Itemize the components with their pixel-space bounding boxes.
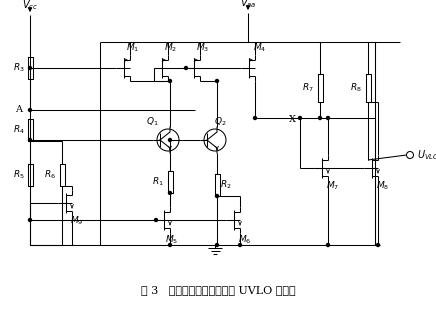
- Text: $R_3$: $R_3$: [13, 62, 25, 74]
- Circle shape: [327, 243, 330, 247]
- Circle shape: [327, 117, 330, 120]
- Text: $R_4$: $R_4$: [13, 124, 25, 136]
- Text: $R_7$: $R_7$: [302, 82, 314, 94]
- Circle shape: [28, 218, 31, 222]
- Circle shape: [299, 117, 302, 120]
- Text: A: A: [15, 106, 22, 114]
- Circle shape: [168, 139, 171, 141]
- Text: $M_8$: $M_8$: [376, 180, 390, 192]
- Circle shape: [154, 218, 157, 222]
- Text: $R_2$: $R_2$: [220, 179, 232, 191]
- Text: 图 3   应用带隙基准比较器的 UVLO 电路图: 图 3 应用带隙基准比较器的 UVLO 电路图: [141, 285, 295, 295]
- Text: $M_3$: $M_3$: [196, 42, 210, 54]
- Circle shape: [184, 67, 187, 69]
- Text: $R_5$: $R_5$: [13, 169, 25, 181]
- Text: $M_6$: $M_6$: [238, 234, 252, 246]
- Circle shape: [253, 117, 256, 120]
- Text: $V_{aa}$: $V_{aa}$: [240, 0, 256, 10]
- Text: $M_5$: $M_5$: [165, 234, 179, 246]
- Circle shape: [28, 67, 31, 69]
- Text: $R_6$: $R_6$: [44, 169, 56, 181]
- Text: $M_4$: $M_4$: [253, 42, 267, 54]
- Circle shape: [238, 243, 242, 247]
- Text: $R_8$: $R_8$: [350, 82, 362, 94]
- Circle shape: [168, 243, 171, 247]
- Circle shape: [168, 80, 171, 82]
- Text: $V_{cc}$: $V_{cc}$: [22, 0, 38, 12]
- Text: $M_7$: $M_7$: [327, 180, 340, 192]
- Circle shape: [215, 243, 218, 247]
- Circle shape: [319, 117, 321, 120]
- Circle shape: [28, 139, 31, 141]
- Circle shape: [215, 80, 218, 82]
- Text: X: X: [289, 115, 296, 125]
- Text: $U_{VLO}$: $U_{VLO}$: [417, 148, 436, 162]
- Text: $M_9$: $M_9$: [70, 215, 84, 227]
- Text: $R_1$: $R_1$: [152, 176, 164, 188]
- Circle shape: [377, 243, 379, 247]
- Text: $Q_1$: $Q_1$: [146, 116, 158, 128]
- Circle shape: [215, 195, 218, 197]
- Circle shape: [168, 191, 171, 195]
- Circle shape: [28, 108, 31, 112]
- Text: $M_1$: $M_1$: [126, 42, 140, 54]
- Text: $M_2$: $M_2$: [164, 42, 177, 54]
- Text: $Q_2$: $Q_2$: [214, 116, 226, 128]
